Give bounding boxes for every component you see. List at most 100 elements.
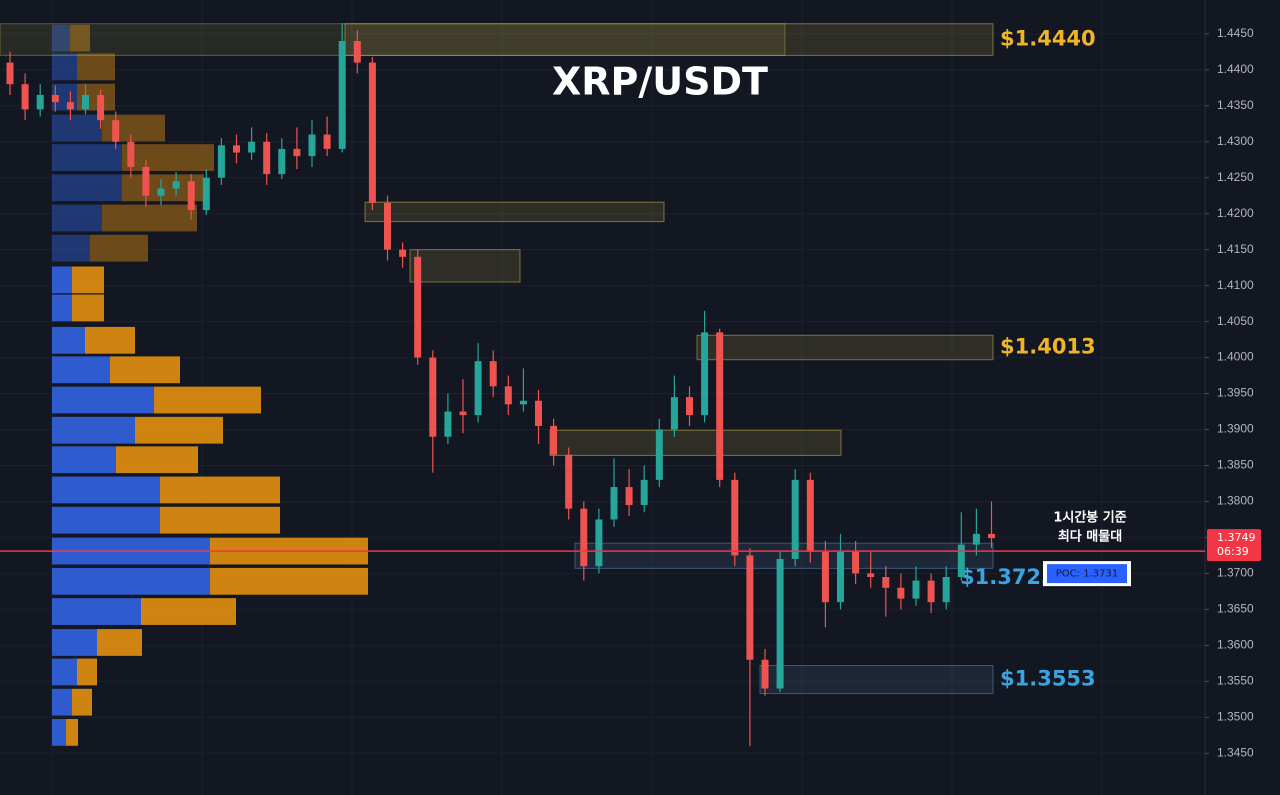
zone — [696, 334, 994, 361]
candle-body — [36, 94, 44, 110]
candle-body — [82, 94, 89, 110]
candle-body — [399, 249, 407, 257]
volume-sell — [72, 688, 92, 716]
volume-buy — [52, 629, 97, 656]
candle-body — [187, 181, 195, 211]
candle-body — [565, 454, 573, 509]
volume-buy — [52, 234, 90, 262]
y-tick-label: 1.3950 — [1217, 386, 1254, 400]
candle-body — [293, 148, 301, 157]
candle-body — [535, 400, 542, 426]
zone — [409, 249, 521, 283]
candle-body — [610, 487, 618, 520]
candle-body — [595, 519, 603, 567]
candle-body — [112, 120, 120, 142]
candle-body — [716, 332, 724, 480]
y-tick-label: 1.4400 — [1217, 62, 1254, 76]
candle-body — [459, 411, 467, 416]
candle-body — [233, 145, 240, 153]
candle-body — [686, 397, 693, 416]
candle-body — [972, 533, 980, 545]
volume-sell — [110, 356, 180, 384]
candle-body — [202, 177, 210, 211]
poc-box — [1047, 564, 1127, 584]
y-tick-label: 1.4200 — [1217, 206, 1254, 220]
volume-sell — [66, 719, 78, 746]
candle-body — [172, 181, 180, 189]
candle-body — [157, 188, 165, 196]
y-tick-label: 1.4050 — [1217, 314, 1254, 328]
y-tick-label: 1.3450 — [1217, 745, 1254, 759]
candle-body — [217, 145, 225, 178]
candle-body — [625, 487, 633, 506]
volume-buy — [52, 567, 210, 595]
candle-body — [51, 94, 59, 103]
volume-sell — [154, 386, 261, 414]
candle-body — [776, 559, 784, 689]
y-tick-label: 1.3650 — [1217, 602, 1254, 616]
candle-body — [897, 587, 905, 599]
zone-label: $1.3553 — [1000, 667, 1096, 691]
candle-body — [912, 580, 920, 599]
volume-buy — [52, 53, 77, 81]
chart-title: XRP/USDT — [552, 60, 768, 104]
volume-sell — [85, 326, 135, 354]
volume-buy — [52, 356, 110, 384]
volume-sell — [160, 506, 280, 534]
volume-buy — [52, 24, 70, 52]
y-tick-label: 1.3600 — [1217, 638, 1254, 652]
candle-body — [504, 386, 512, 405]
candle-body — [640, 479, 648, 506]
volume-sell — [72, 294, 104, 322]
candle-body — [746, 555, 754, 660]
volume-buy — [52, 598, 141, 625]
candle-body — [368, 62, 376, 203]
y-tick-label: 1.3500 — [1217, 709, 1254, 723]
zone — [549, 429, 842, 456]
candle-body — [6, 62, 14, 85]
zone-label: $1.3725 — [960, 565, 1056, 589]
candle-body — [988, 533, 995, 539]
y-tick-label: 1.4350 — [1217, 98, 1254, 112]
candle-body — [942, 577, 950, 603]
zone — [364, 201, 665, 223]
candle-body — [882, 577, 890, 588]
candle-body — [806, 479, 814, 552]
candle-body — [429, 357, 437, 437]
volume-sell — [210, 567, 368, 595]
volume-sell — [77, 658, 97, 686]
candle-body — [384, 202, 391, 250]
candle-body — [489, 361, 497, 387]
volume-buy — [52, 416, 135, 444]
volume-buy — [52, 658, 77, 686]
volume-sell — [141, 598, 236, 625]
candle-body — [308, 134, 316, 157]
volume-sell — [160, 476, 280, 504]
candle-body — [21, 84, 29, 110]
y-tick-label: 1.4100 — [1217, 278, 1254, 292]
candle-body — [821, 551, 829, 603]
current-price: 1.3749 — [1217, 531, 1256, 544]
volume-buy — [52, 688, 72, 716]
volume-buy — [52, 326, 85, 354]
candle-body — [278, 148, 286, 175]
y-tick-label: 1.4300 — [1217, 134, 1254, 148]
price-tag — [1207, 529, 1261, 562]
candle-body — [414, 256, 422, 358]
volume-sell — [70, 24, 90, 52]
candle-body — [731, 479, 739, 556]
candle-body — [701, 332, 709, 416]
volume-sell — [135, 416, 223, 444]
volume-buy — [52, 446, 116, 474]
candle-body — [338, 41, 346, 149]
candle-body — [761, 659, 769, 689]
y-tick-label: 1.4450 — [1217, 26, 1254, 40]
poc-label: POC: 1.3731 — [1056, 569, 1118, 580]
candle-body — [655, 429, 663, 480]
candle-body — [97, 94, 105, 121]
volume-buy — [52, 204, 102, 232]
candle-body — [957, 544, 965, 578]
volume-buy — [52, 266, 72, 294]
candle-body — [837, 551, 844, 603]
